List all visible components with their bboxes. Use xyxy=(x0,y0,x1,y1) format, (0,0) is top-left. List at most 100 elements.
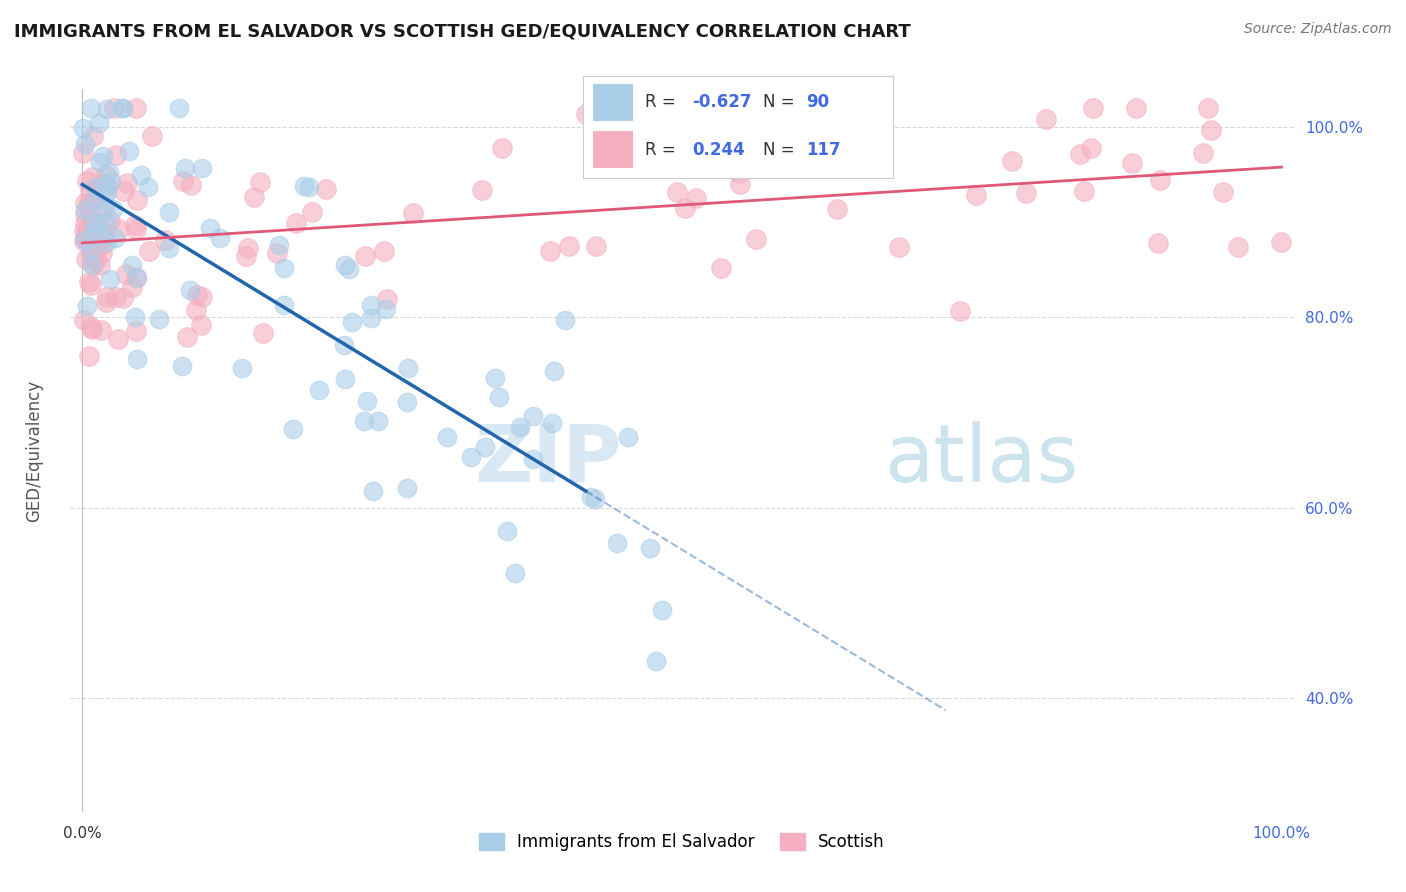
Point xyxy=(79,225,101,239)
Point xyxy=(93,202,115,217)
Legend: Immigrants from El Salvador, Scottish: Immigrants from El Salvador, Scottish xyxy=(472,826,891,857)
Point xyxy=(436,430,458,444)
Point xyxy=(375,292,398,306)
Point xyxy=(86,242,108,256)
Point xyxy=(91,176,114,190)
Text: N =: N = xyxy=(763,141,800,159)
Point xyxy=(73,217,96,231)
Text: IMMIGRANTS FROM EL SALVADOR VS SCOTTISH GED/EQUIVALENCY CORRELATION CHART: IMMIGRANTS FROM EL SALVADOR VS SCOTTISH … xyxy=(14,22,911,40)
Point xyxy=(301,205,323,219)
Point xyxy=(965,187,987,202)
Point xyxy=(522,451,544,466)
Point xyxy=(80,278,103,293)
Point xyxy=(77,349,100,363)
FancyBboxPatch shape xyxy=(593,131,633,168)
Point xyxy=(236,241,259,255)
Point xyxy=(333,372,356,386)
Point xyxy=(73,233,96,247)
Text: R =: R = xyxy=(645,94,682,112)
Point xyxy=(1147,235,1170,250)
Point xyxy=(117,145,139,159)
Point xyxy=(728,166,751,180)
Point xyxy=(157,240,180,254)
Point xyxy=(191,290,214,304)
Point xyxy=(557,239,579,253)
Point xyxy=(89,154,111,169)
Point xyxy=(735,101,758,115)
Point xyxy=(170,359,193,373)
Point xyxy=(82,214,104,228)
Point xyxy=(82,128,104,143)
Point xyxy=(367,414,389,428)
Point xyxy=(1000,153,1022,168)
Point xyxy=(72,224,94,238)
Point xyxy=(91,237,114,252)
Point xyxy=(79,184,101,198)
Point xyxy=(488,390,510,404)
Point xyxy=(83,226,105,240)
Point xyxy=(1121,156,1143,170)
Point xyxy=(685,191,707,205)
Point xyxy=(80,245,103,260)
Point xyxy=(125,222,148,236)
Point xyxy=(354,249,377,263)
Point xyxy=(125,271,148,285)
Point xyxy=(1226,240,1249,254)
Point xyxy=(83,216,105,230)
Point xyxy=(98,272,121,286)
Point xyxy=(728,177,751,191)
Point xyxy=(73,234,96,248)
Point xyxy=(104,290,127,304)
Point xyxy=(125,101,148,115)
Point xyxy=(111,101,134,115)
Point xyxy=(396,360,419,375)
Point xyxy=(87,115,110,129)
Point xyxy=(91,148,114,162)
Point xyxy=(96,290,118,304)
Text: 100.0%: 100.0% xyxy=(1253,826,1310,841)
Point xyxy=(94,177,117,191)
Point xyxy=(1199,123,1222,137)
Point xyxy=(77,196,100,211)
Point xyxy=(114,267,136,281)
Point xyxy=(124,218,146,232)
Point xyxy=(496,524,519,538)
Point xyxy=(75,196,97,211)
Point xyxy=(82,258,104,272)
Point xyxy=(333,258,356,272)
Point xyxy=(94,294,117,309)
Point xyxy=(373,244,395,258)
Point xyxy=(79,101,101,115)
Point xyxy=(361,484,384,499)
Text: 0.244: 0.244 xyxy=(692,141,745,159)
Point xyxy=(298,180,321,194)
Point xyxy=(176,330,198,344)
Point xyxy=(141,129,163,144)
Point xyxy=(97,164,120,178)
Point xyxy=(76,174,98,188)
Point xyxy=(606,536,628,550)
Point xyxy=(1080,141,1102,155)
Point xyxy=(138,244,160,258)
Point xyxy=(252,326,274,340)
Point xyxy=(269,238,291,252)
Point xyxy=(308,383,330,397)
Point xyxy=(86,252,108,267)
Text: 117: 117 xyxy=(806,141,841,159)
Point xyxy=(76,227,98,241)
Point xyxy=(83,215,105,229)
Point xyxy=(84,180,107,194)
Point xyxy=(103,101,125,115)
Point xyxy=(83,194,105,209)
Point xyxy=(402,206,425,220)
Point xyxy=(706,157,728,171)
Point xyxy=(1081,101,1104,115)
Point xyxy=(125,270,148,285)
Point xyxy=(509,420,531,434)
Point xyxy=(1125,101,1147,115)
Point xyxy=(104,147,127,161)
Point xyxy=(80,258,103,272)
Point xyxy=(104,231,127,245)
Point xyxy=(474,440,496,454)
Point xyxy=(94,168,117,182)
